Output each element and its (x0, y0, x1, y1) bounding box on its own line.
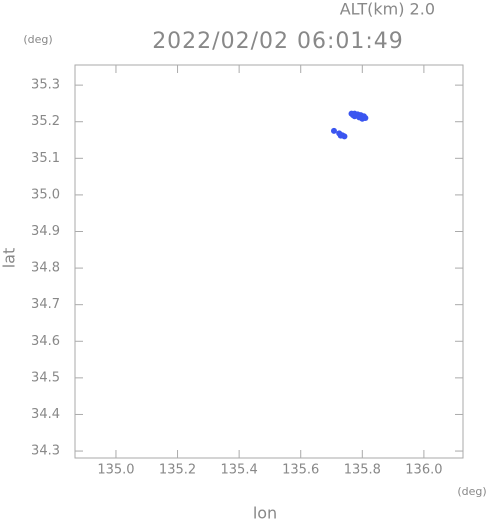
x-tick-label: 135.0 (97, 463, 134, 478)
x-tick-label: 135.2 (159, 463, 196, 478)
plot-frame (74, 64, 464, 459)
y-tick-label: 35.3 (31, 78, 60, 93)
y-tick-label: 34.5 (31, 370, 60, 385)
x-axis-label: lon (253, 504, 277, 521)
y-tick-label: 35.2 (31, 114, 60, 129)
y-tick-label: 34.6 (31, 334, 60, 349)
y-unit: (deg) (23, 33, 52, 46)
echo-point (337, 132, 344, 139)
echo-point (330, 127, 337, 134)
x-tick-label: 135.6 (282, 463, 319, 478)
y-tick-label: 35.0 (31, 187, 60, 202)
chart-title: 2022/02/02 06:01:49 (152, 29, 404, 54)
y-tick-label: 34.4 (31, 407, 60, 422)
echo-point (359, 115, 366, 122)
y-tick-label: 35.1 (31, 151, 60, 166)
y-axis-label: lat (0, 248, 19, 269)
y-tick-label: 34.3 (31, 444, 60, 459)
x-unit: (deg) (457, 485, 486, 498)
x-tick-label: 135.4 (221, 463, 258, 478)
y-tick-label: 34.8 (31, 261, 60, 276)
echo-point (350, 112, 357, 119)
y-tick-label: 34.7 (31, 297, 60, 312)
x-tick-label: 136.0 (405, 463, 442, 478)
y-tick-label: 34.9 (31, 224, 60, 239)
x-tick-label: 135.8 (344, 463, 381, 478)
altitude-label: ALT(km) 2.0 (340, 0, 435, 19)
